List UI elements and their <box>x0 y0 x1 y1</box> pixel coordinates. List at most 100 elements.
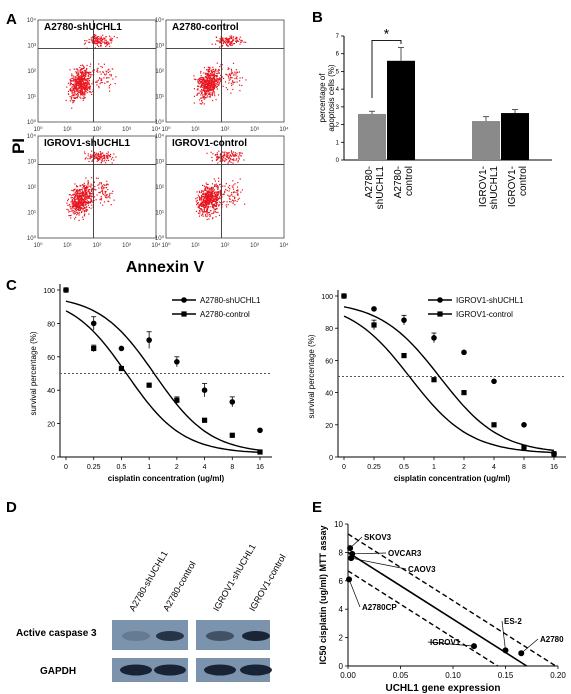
flow-event-dot <box>230 68 232 70</box>
flow-event-dot <box>203 203 205 205</box>
flow-event-dot <box>232 199 234 202</box>
flow-event-dot <box>216 207 218 209</box>
flow-event-dot <box>239 90 241 92</box>
flow-event-dot <box>198 78 200 80</box>
flow-event-dot <box>214 95 216 97</box>
flow-event-dot <box>101 158 103 160</box>
c-y-tick-label: 100 <box>43 288 55 295</box>
flow-event-dot <box>100 37 102 39</box>
flow-event-dot <box>222 154 224 157</box>
flow-event-dot <box>213 93 216 95</box>
flow-event-dot <box>217 197 219 199</box>
flow-event-dot <box>200 78 202 80</box>
flow-event-dot <box>90 39 92 41</box>
flow-event-dot <box>217 186 219 188</box>
flow-event-dot <box>204 94 206 96</box>
flow-event-dot <box>204 192 206 194</box>
e-y-tick-label: 6 <box>339 577 344 586</box>
flow-event-dot <box>228 40 230 42</box>
flow-event-dot <box>226 44 228 46</box>
flow-event-dot <box>216 62 218 64</box>
flow-event-dot <box>206 75 208 77</box>
flow-event-dot <box>207 69 210 71</box>
flow-event-dot <box>204 96 206 98</box>
flow-event-dot <box>214 69 217 71</box>
flow-event-dot <box>83 209 85 212</box>
flow-event-dot <box>85 190 87 192</box>
flow-event-dot <box>229 195 231 197</box>
flow-event-dot <box>231 152 233 154</box>
flow-event-dot <box>225 87 227 89</box>
flow-event-dot <box>99 202 102 204</box>
flow-event-dot <box>210 73 212 75</box>
flow-event-dot <box>81 80 83 82</box>
flow-event-dot <box>219 160 221 162</box>
flow-event-dot <box>69 89 71 91</box>
flow-event-dot <box>92 188 94 190</box>
flow-event-dot <box>237 193 239 195</box>
flow-event-dot <box>75 206 77 208</box>
flow-event-dot <box>200 70 202 73</box>
flow-event-dot <box>215 199 217 201</box>
flow-event-dot <box>98 183 100 185</box>
flow-event-dot <box>210 82 212 85</box>
flow-event-dot <box>85 191 87 194</box>
c-y-tick-label: 0 <box>51 455 55 462</box>
flow-plot-title: A2780-shUCHL1 <box>44 22 122 33</box>
flow-event-dot <box>212 217 214 219</box>
flow-event-dot <box>73 207 75 209</box>
flow-y-tick-label: 10⁰ <box>155 235 165 242</box>
flow-event-dot <box>235 40 237 42</box>
flow-event-dot <box>207 87 209 89</box>
flow-event-dot <box>86 197 88 199</box>
flow-event-dot <box>69 215 71 217</box>
flow-event-dot <box>235 154 237 156</box>
b-y-axis-label-line: percentage of <box>318 73 327 123</box>
flow-event-dot <box>74 82 76 84</box>
flow-event-dot <box>211 201 213 203</box>
flow-event-dot <box>107 71 110 73</box>
flow-event-dot <box>101 185 103 187</box>
flow-event-dot <box>75 204 77 206</box>
b-bar <box>358 113 386 160</box>
flow-event-dot <box>212 83 215 85</box>
flow-event-dot <box>83 182 85 184</box>
flow-event-dot <box>219 82 221 84</box>
flow-event-dot <box>88 83 91 85</box>
flow-event-dot <box>89 193 91 195</box>
flow-event-dot <box>213 82 215 84</box>
d-caspase-band <box>206 631 234 641</box>
flow-event-dot <box>86 196 88 198</box>
flow-event-dot <box>91 160 93 162</box>
flow-event-dot <box>227 76 230 78</box>
flow-event-dot <box>112 78 114 80</box>
flow-event-dot <box>100 40 102 42</box>
flow-event-dot <box>81 201 83 203</box>
flow-event-dot <box>95 37 97 39</box>
flow-event-dot <box>207 77 209 80</box>
flow-event-dot <box>230 35 233 37</box>
flow-event-dot <box>236 190 238 192</box>
flow-event-dot <box>83 214 85 216</box>
flow-event-dot <box>77 81 79 83</box>
b-category-label-line: A2780- <box>393 166 404 198</box>
flow-event-dot <box>214 77 216 79</box>
flow-event-dot <box>232 195 234 198</box>
c-data-point <box>118 365 125 372</box>
flow-event-dot <box>99 37 101 39</box>
flow-event-dot <box>90 186 92 188</box>
flow-event-dot <box>102 193 104 196</box>
flow-event-dot <box>215 193 217 195</box>
flow-event-dot <box>92 42 94 44</box>
flow-event-dot <box>81 211 83 213</box>
flow-event-dot <box>71 91 73 93</box>
flow-event-dot <box>95 43 98 45</box>
flow-event-dot <box>87 195 89 197</box>
flow-event-dot <box>206 96 208 98</box>
flow-event-dot <box>213 192 215 194</box>
flow-event-dot <box>85 177 87 179</box>
flow-event-dot <box>206 152 208 154</box>
flow-event-dot <box>215 202 217 204</box>
